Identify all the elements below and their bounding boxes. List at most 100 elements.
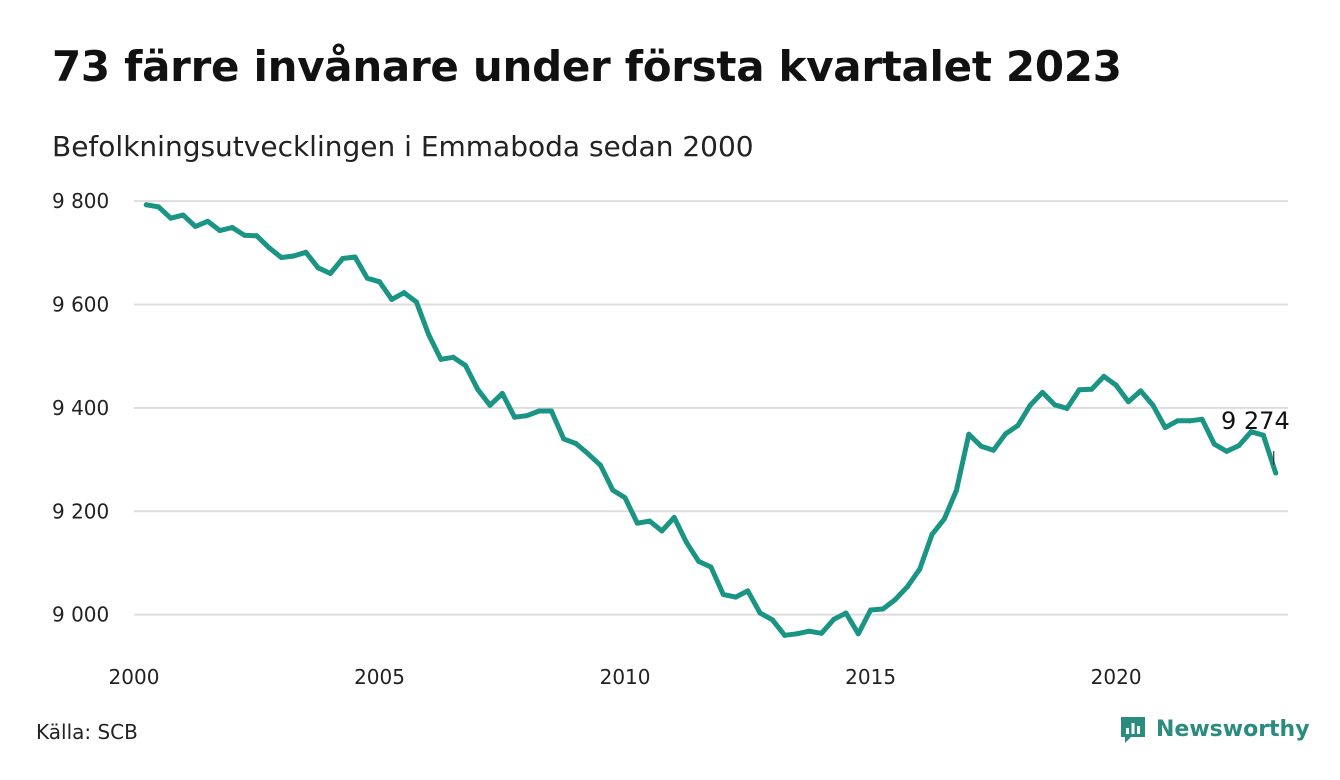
data-point [794,631,800,637]
data-point [941,516,947,522]
data-point [487,402,493,408]
data-point [598,462,604,468]
data-point [561,436,567,442]
data-point [377,279,383,285]
x-tick-label: 2000 [109,665,160,689]
data-point [315,265,321,271]
data-point [573,441,579,447]
x-tick-label: 2015 [845,665,896,689]
y-tick-label: 9 800 [52,189,109,213]
data-point [954,487,960,493]
data-point [278,255,284,261]
data-point [401,290,407,296]
end-annotation: 9 274 [1221,407,1290,466]
data-point [696,558,702,564]
data-point [855,631,861,637]
data-point [536,408,542,414]
data-point [1260,432,1266,438]
data-point [1187,418,1193,424]
data-point [205,218,211,224]
x-tick-label: 2020 [1091,665,1142,689]
chart-title: 73 färre invånare under första kvartalet… [52,42,1122,91]
data-point [291,253,297,259]
data-point [1162,425,1168,431]
data-point [1125,399,1131,405]
data-point [818,630,824,636]
data-point [1052,402,1058,408]
data-point [303,249,309,255]
data-point [843,610,849,616]
data-point [585,451,591,457]
source-note: Källa: SCB [36,720,138,744]
data-point [143,202,149,208]
data-point [1027,402,1033,408]
data-point [917,566,923,572]
data-point [1064,405,1070,411]
data-point [1039,389,1045,395]
y-tick-label: 9 200 [52,499,109,523]
data-point [733,594,739,600]
brand-logo: Newsworthy [1118,714,1310,744]
data-point [929,532,935,538]
data-point [831,616,837,622]
data-point [254,233,260,239]
population-line [143,202,1279,638]
data-point [512,414,518,420]
data-point [1076,387,1082,393]
data-point [548,408,554,414]
data-point [462,363,468,369]
data-point [990,447,996,453]
data-point [475,386,481,392]
data-point [426,332,432,338]
data-point [610,487,616,493]
data-point [978,443,984,449]
data-point [1224,448,1230,454]
x-tick-label: 2010 [600,665,651,689]
data-point [782,632,788,638]
chart-subtitle: Befolkningsutvecklingen i Emmaboda sedan… [52,130,754,163]
data-point [757,610,763,616]
data-point [1175,418,1181,424]
end-value-label: 9 274 [1221,407,1290,435]
data-point [450,354,456,360]
data-point [622,495,628,501]
data-point [1003,431,1009,437]
data-point [683,539,689,545]
data-point [1138,388,1144,394]
data-point [1273,470,1279,476]
y-axis: 9 000 9 200 9 400 9 600 9 800 [52,189,109,626]
data-point [340,256,346,262]
data-point [720,591,726,597]
data-point [745,588,751,594]
data-point [868,607,874,613]
x-tick-label: 2005 [354,665,405,689]
data-point [389,296,395,302]
brand-name: Newsworthy [1156,716,1310,742]
data-point [1015,422,1021,428]
data-point [1113,382,1119,388]
data-point [966,431,972,437]
data-point [156,204,162,210]
data-point [1248,429,1254,435]
data-point [229,225,235,231]
data-point [1150,402,1156,408]
y-tick-label: 9 400 [52,396,109,420]
data-point [769,617,775,623]
y-tick-label: 9 000 [52,603,109,627]
bar-chart-icon [1121,717,1145,743]
data-point [671,514,677,520]
data-point [1089,386,1095,392]
data-point [180,212,186,218]
data-point [880,606,886,612]
data-point [892,597,898,603]
data-point [806,628,812,634]
data-point [266,245,272,251]
data-point [1211,441,1217,447]
data-point [217,228,223,234]
data-point [192,223,198,229]
data-point [499,390,505,396]
data-point [904,584,910,590]
data-point [438,356,444,362]
data-point [659,528,665,534]
